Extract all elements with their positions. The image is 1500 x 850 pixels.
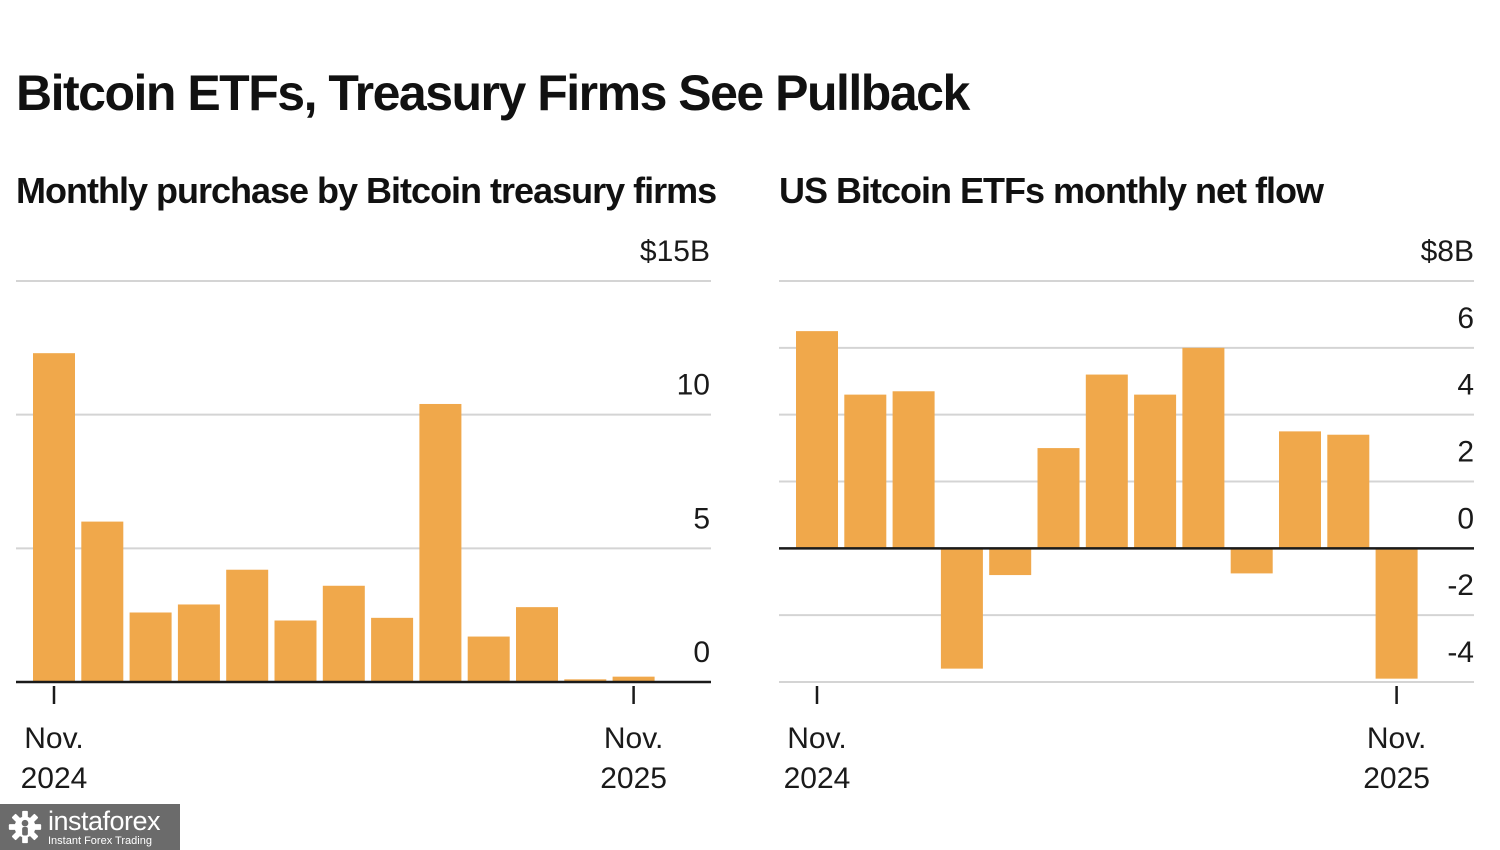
bar-mar-2025 — [989, 548, 1032, 576]
watermark-brand: instaforex — [48, 805, 161, 836]
bar-jan-2025 — [129, 612, 172, 682]
bar-jul-2025 — [1182, 347, 1225, 549]
y-tick-label: -4 — [1447, 636, 1474, 669]
x-tick-label: Nov. — [604, 722, 663, 755]
bar-aug-2025 — [467, 636, 510, 682]
y-tick-label: 2 — [1457, 436, 1474, 469]
bar-dec-2024 — [81, 521, 124, 682]
bar-aug-2025 — [1230, 548, 1273, 574]
bar-dec-2024 — [844, 394, 887, 549]
bar-jun-2025 — [371, 617, 414, 682]
bar-mar-2025 — [226, 569, 269, 682]
watermark-tagline: Instant Forex Trading — [48, 834, 152, 847]
bar-may-2025 — [1085, 374, 1128, 549]
gear-logo-icon — [8, 810, 42, 844]
bar-jan-2025 — [892, 391, 935, 549]
bar-nov-2024 — [33, 353, 75, 682]
bar-feb-2025 — [940, 548, 983, 669]
chart-title-etf-net-flow: US Bitcoin ETFs monthly net flow — [779, 170, 1324, 211]
x-tick-label: 2025 — [1363, 762, 1430, 795]
watermark-text: instaforex Instant Forex Trading — [48, 805, 161, 847]
x-tick-label: 2024 — [784, 762, 851, 795]
bar-sep-2025 — [1279, 431, 1321, 549]
bar-nov-2025 — [612, 676, 655, 682]
bar-oct-2025 — [1327, 434, 1370, 549]
x-tick-label: Nov. — [1367, 722, 1426, 755]
y-tick-label: 0 — [693, 636, 710, 669]
x-tick-label: Nov. — [787, 722, 846, 755]
bar-apr-2025 — [274, 620, 317, 682]
x-tick-label: Nov. — [24, 722, 83, 755]
bar-may-2025 — [322, 585, 365, 682]
y-axis-unit-label: $8B — [1421, 235, 1474, 268]
bar-sep-2025 — [516, 607, 558, 682]
y-tick-label: 5 — [693, 502, 710, 535]
main-title: Bitcoin ETFs, Treasury Firms See Pullbac… — [16, 65, 970, 121]
bar-feb-2025 — [177, 604, 220, 682]
y-tick-label: 6 — [1457, 302, 1474, 335]
y-tick-label: -2 — [1447, 569, 1474, 602]
bar-oct-2025 — [564, 679, 607, 682]
bar-nov-2024 — [796, 331, 838, 549]
y-tick-label: 4 — [1457, 369, 1474, 402]
bar-apr-2025 — [1037, 448, 1080, 549]
watermark: instaforex Instant Forex Trading — [0, 804, 180, 850]
y-tick-label: 0 — [1457, 502, 1474, 535]
bar-jul-2025 — [419, 403, 462, 682]
bar-jun-2025 — [1134, 394, 1177, 549]
chart-title-treasury-firms: Monthly purchase by Bitcoin treasury fir… — [16, 170, 717, 211]
y-tick-label: 10 — [677, 369, 710, 402]
bar-nov-2025 — [1375, 548, 1418, 679]
x-tick-label: 2024 — [21, 762, 88, 795]
x-tick-label: 2025 — [600, 762, 667, 795]
y-axis-unit-label: $15B — [640, 235, 710, 268]
